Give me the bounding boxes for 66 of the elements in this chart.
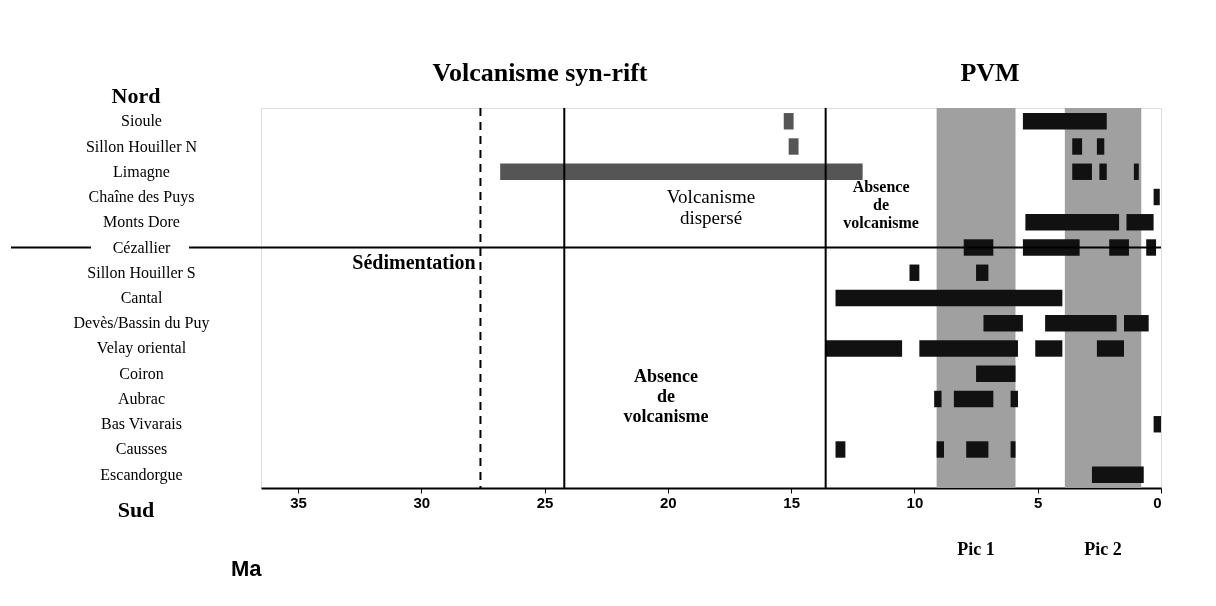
- y-tick-label: Sillon Houiller S: [87, 263, 196, 281]
- x-tick-label: 25: [536, 493, 554, 511]
- text: PVM: [960, 58, 1020, 87]
- y-tick-label: Monts Dore: [103, 213, 180, 231]
- bar: [835, 441, 846, 458]
- x-axis-title: Ma: [230, 555, 263, 581]
- x-tick-label: 30: [413, 493, 431, 511]
- annotation: Volcanisme dispersé: [666, 185, 756, 228]
- y-tick-label: Causses: [115, 440, 168, 458]
- x-tick-label: 5: [1034, 493, 1043, 511]
- annotation: Absence de volcanisme: [843, 177, 919, 231]
- bar: [788, 138, 799, 155]
- text: Nord: [111, 83, 161, 108]
- bar: [825, 340, 903, 357]
- y-tick-label: Cézallier: [112, 238, 172, 256]
- bar: [1022, 113, 1107, 130]
- band-label: Pic 2: [1084, 539, 1122, 559]
- bar: [966, 441, 989, 458]
- bar: [500, 163, 863, 180]
- bar: [936, 441, 945, 458]
- bar: [1010, 441, 1016, 458]
- bar: [1091, 466, 1144, 483]
- y-tick-label: Devès/Bassin du Puy: [73, 314, 210, 333]
- bar: [1126, 214, 1154, 231]
- bar: [1153, 188, 1160, 206]
- bar: [1096, 340, 1125, 357]
- bar: [976, 264, 989, 281]
- y-tick-label: Sioule: [121, 112, 162, 130]
- y-tick-label: Chaîne des Puys: [88, 188, 195, 206]
- y-tick-label: Sillon Houiller N: [85, 137, 198, 155]
- bar: [1099, 163, 1107, 180]
- bar: [783, 113, 794, 130]
- text: Sud: [117, 497, 155, 522]
- y-tick-label: Cantal: [120, 289, 163, 306]
- y-tick-label: Bas Vivarais: [101, 415, 182, 433]
- band-label: Pic 1: [957, 539, 995, 559]
- annotation: Sédimentation: [352, 250, 476, 273]
- y-tick-label: Limagne: [113, 162, 170, 181]
- bar: [953, 390, 994, 408]
- bar: [1133, 163, 1139, 180]
- bar: [1072, 138, 1083, 155]
- y-tick-label: Velay oriental: [96, 339, 187, 358]
- text: Volcanisme syn-rift: [432, 58, 648, 87]
- x-tick-label: 20: [660, 493, 677, 511]
- bar: [1045, 315, 1117, 332]
- bar: [1072, 163, 1092, 180]
- annotation: Absence de volcanisme: [623, 365, 709, 426]
- bar: [909, 264, 920, 281]
- y-tick-label: Aubrac: [117, 390, 166, 407]
- y-tick-label: Coiron: [119, 364, 164, 382]
- bar: [1124, 315, 1149, 332]
- bar: [983, 315, 1023, 332]
- bar: [934, 390, 942, 408]
- x-tick-label: 35: [290, 493, 307, 511]
- bar: [1010, 390, 1018, 408]
- bar: [1153, 416, 1161, 433]
- x-tick-label: 0: [1153, 493, 1162, 511]
- bar: [919, 340, 1018, 357]
- bar: [835, 289, 1063, 307]
- bar: [1035, 340, 1063, 357]
- bar: [976, 365, 1016, 382]
- x-tick-label: 15: [783, 493, 800, 511]
- x-tick-label: 10: [906, 493, 924, 511]
- y-tick-label: Escandorgue: [100, 465, 183, 484]
- bar: [1025, 214, 1120, 231]
- bar: [1096, 138, 1105, 155]
